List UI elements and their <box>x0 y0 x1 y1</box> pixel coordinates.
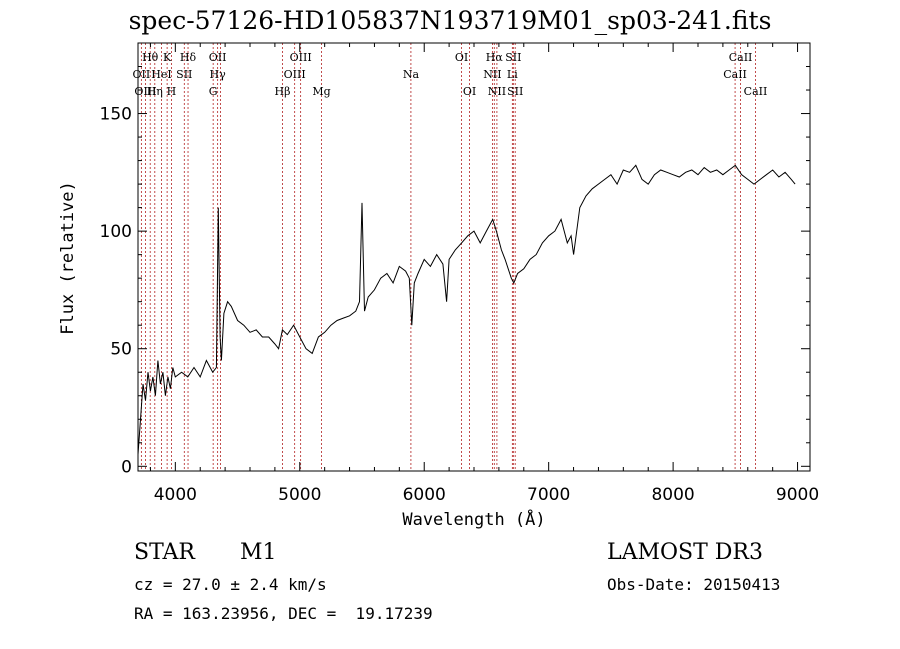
line-annotation: SII <box>507 85 523 98</box>
line-annotation: OIII <box>290 51 312 64</box>
y-tick-label: 150 <box>100 105 132 125</box>
line-annotation: K <box>163 51 172 64</box>
line-annotation: SII <box>505 51 521 64</box>
line-annotation: Hθ <box>142 51 159 64</box>
line-annotation: OI <box>463 85 476 98</box>
spectrum-line <box>137 164 796 455</box>
line-annotation: H <box>167 85 177 98</box>
line-annotation: OI <box>455 51 468 64</box>
x-tick-label: 8000 <box>651 485 694 505</box>
class-label: STAR <box>134 540 195 565</box>
redshift-text: cz = 27.0 ± 2.4 km/s <box>134 575 327 594</box>
line-annotation: CaII <box>729 51 753 64</box>
line-annotation: Hβ <box>275 85 291 98</box>
line-annotation: Li <box>507 68 518 81</box>
line-annotation: Na <box>403 68 420 81</box>
line-annotation: Hα <box>486 51 504 64</box>
line-annotation: OII <box>133 68 151 81</box>
plot-frame <box>137 42 811 472</box>
line-annotation: OIII <box>134 85 156 98</box>
y-tick-label: 0 <box>121 457 132 477</box>
subclass-label: M1 <box>240 540 277 565</box>
line-annotation: Mg <box>312 85 330 98</box>
coordinates-text: RA = 163.23956, DEC = 19.17239 <box>134 604 433 623</box>
y-axis-label: Flux (relative) <box>58 181 78 335</box>
annotations-group: Hθ OII OIII K HeI Hη SII H Hδ OII Hγ G OIII OIII Hβ Mg N… <box>133 51 768 98</box>
line-annotation: SII <box>176 68 192 81</box>
y-axis: 0 50 100 150 <box>100 66 810 477</box>
line-annotation: OII <box>209 51 227 64</box>
line-annotation: Hη <box>147 85 163 98</box>
obs-date-text: Obs-Date: 20150413 <box>607 575 781 594</box>
line-annotation: NII <box>488 85 506 98</box>
x-tick-label: 5000 <box>278 485 321 505</box>
x-axis: 4000 5000 6000 7000 8000 9000 <box>149 43 819 505</box>
line-marks-group <box>140 43 756 471</box>
y-tick-label: 50 <box>110 340 132 360</box>
line-annotation: Hδ <box>180 51 197 64</box>
line-annotation: HeI <box>151 68 171 81</box>
x-axis-label: Wavelength (Å) <box>402 510 546 530</box>
line-annotation: Hγ <box>210 68 227 81</box>
survey-label: LAMOST DR3 <box>607 540 763 565</box>
line-annotation: CaII <box>723 68 747 81</box>
line-annotation: CaII <box>744 85 768 98</box>
x-tick-label: 6000 <box>403 485 446 505</box>
line-annotation: G <box>209 85 218 98</box>
y-tick-label: 100 <box>100 222 132 242</box>
x-tick-label: 7000 <box>527 485 570 505</box>
x-tick-label: 9000 <box>776 485 819 505</box>
line-annotation: OIII <box>284 68 306 81</box>
line-annotation: NII <box>483 68 501 81</box>
x-tick-label: 4000 <box>154 485 197 505</box>
chart-title: spec-57126-HD105837N193719M01_sp03-241.f… <box>128 6 772 35</box>
